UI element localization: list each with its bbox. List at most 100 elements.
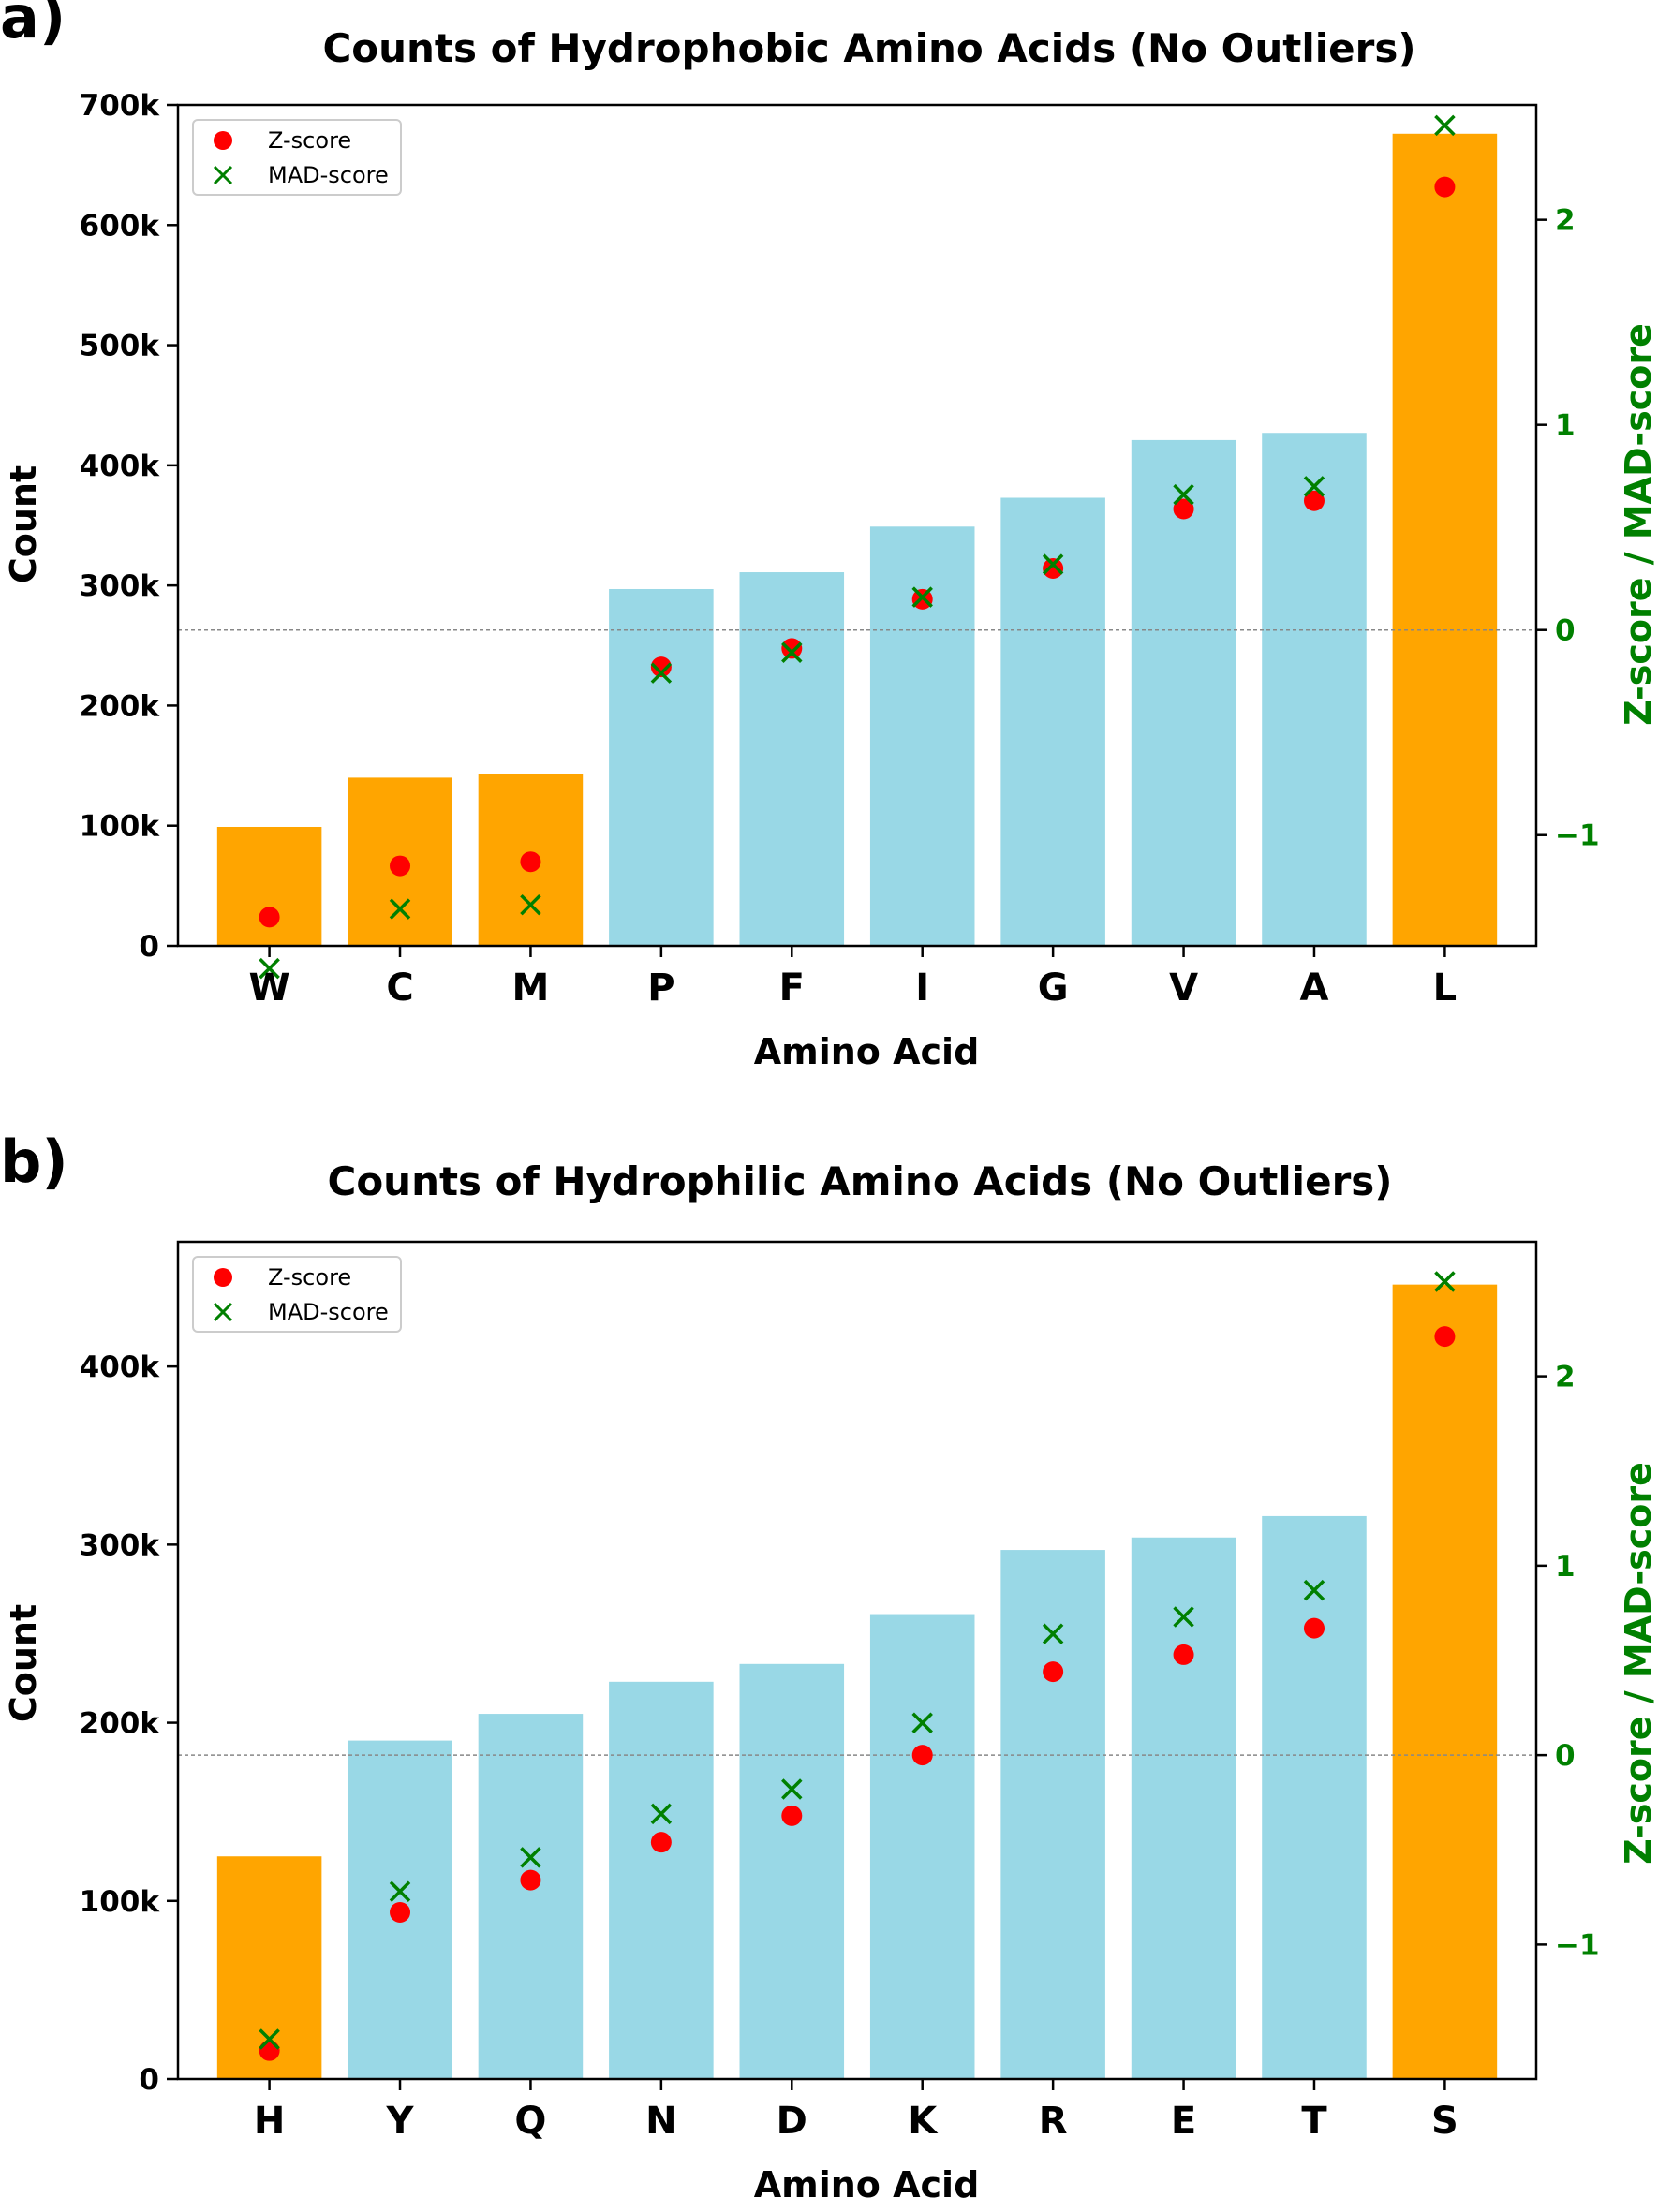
- zscore-point-A: [1303, 490, 1325, 511]
- zscore-point-F: [781, 638, 803, 659]
- madscore-point-R: [1042, 1623, 1064, 1644]
- series-mad-score: [259, 114, 1456, 980]
- bar-W: [216, 826, 322, 946]
- ytick-right-label: 0: [1555, 1739, 1576, 1773]
- xtick-label: T: [1301, 2100, 1327, 2143]
- y-axis-label: Count: [3, 1604, 44, 1722]
- legend-zscore-marker: [214, 1268, 232, 1287]
- ytick-right-label: −1: [1555, 1928, 1600, 1962]
- ytick-label: 100k: [80, 1885, 161, 1919]
- bar-S: [1392, 1284, 1498, 2079]
- madscore-point-M: [520, 893, 541, 916]
- xtick-label: A: [1299, 966, 1328, 1010]
- panel-label: a): [0, 0, 66, 52]
- bar-E: [1131, 1537, 1236, 2079]
- zscore-point-P: [650, 656, 672, 678]
- madscore-point-A: [1303, 476, 1325, 497]
- bars-group: [216, 1284, 1498, 2079]
- zscore-point-G: [1043, 557, 1064, 579]
- legend-zscore-marker: [214, 131, 232, 150]
- madscore-point-L: [1434, 114, 1456, 137]
- zscore-point-T: [1303, 1617, 1325, 1639]
- madscore-point-G: [1042, 553, 1064, 575]
- zscore-point-Y: [390, 1902, 411, 1924]
- xtick-label: E: [1171, 2100, 1196, 2143]
- legend-madscore-marker: [213, 165, 233, 185]
- zscore-point-N: [650, 1832, 672, 1853]
- ytick-label: 0: [139, 930, 159, 964]
- chart-title: Counts of Hydrophobic Amino Acids (No Ou…: [322, 25, 1415, 71]
- series-z-score: [259, 176, 1456, 928]
- bar-P: [609, 588, 714, 946]
- ytick-label: 700k: [80, 89, 161, 123]
- xtick-label: Y: [386, 2100, 415, 2143]
- bar-A: [1262, 433, 1367, 947]
- xtick-label: N: [645, 2100, 676, 2143]
- bar-K: [869, 1614, 975, 2079]
- legend-label: Z-score: [268, 127, 351, 154]
- legend: Z-score MAD-score: [192, 1256, 402, 1333]
- bar-Q: [478, 1714, 584, 2079]
- y-axis-label: Count: [3, 465, 44, 583]
- bars-group: [216, 133, 1498, 947]
- madscore-point-S: [1434, 1271, 1456, 1292]
- zscore-point-Q: [520, 1869, 541, 1891]
- zscore-point-R: [1043, 1661, 1064, 1683]
- ytick-right-label: 2: [1555, 204, 1576, 238]
- xtick-label: G: [1038, 966, 1069, 1010]
- madscore-point-P: [650, 662, 673, 684]
- xtick-label: F: [779, 966, 805, 1010]
- xtick-label: H: [254, 2100, 285, 2143]
- ytick-label: 100k: [80, 810, 161, 844]
- madscore-point-W: [259, 957, 280, 980]
- plot-frame: [176, 1240, 1538, 2081]
- legend-label: MAD-score: [268, 162, 389, 188]
- series-mad-score: [259, 1271, 1456, 2050]
- ytick-label: 500k: [80, 330, 161, 363]
- panel-label: b): [0, 1128, 68, 1196]
- madscore-point-N: [650, 1803, 673, 1825]
- series-z-score: [259, 1326, 1456, 2061]
- madscore-point-K: [911, 1712, 933, 1733]
- xtick-label: Q: [514, 2100, 546, 2143]
- madscore-point-D: [781, 1778, 803, 1800]
- bar-R: [1000, 1550, 1105, 2079]
- legend-box: [192, 1256, 402, 1333]
- ytick-right-label: −1: [1555, 819, 1600, 853]
- madscore-point-E: [1173, 1606, 1194, 1628]
- xtick-label: P: [647, 966, 674, 1010]
- ytick-label: 0: [139, 2063, 159, 2097]
- legend-label: Z-score: [268, 1264, 351, 1290]
- ytick-right-label: 1: [1555, 1550, 1576, 1584]
- madscore-point-V: [1173, 483, 1194, 506]
- ytick-label: 200k: [80, 1707, 161, 1741]
- zscore-point-D: [781, 1805, 803, 1826]
- ytick-label: 400k: [80, 450, 161, 483]
- xtick-label: K: [908, 2100, 939, 2143]
- panel-a: a) Counts of Hydrophobic Amino Acids (No …: [0, 0, 1658, 1072]
- xtick-label: I: [915, 966, 929, 1010]
- zscore-point-M: [520, 851, 541, 873]
- zscore-point-W: [259, 907, 280, 928]
- zscore-point-H: [259, 2040, 280, 2061]
- bar-L: [1392, 133, 1498, 946]
- legend: Z-score MAD-score: [192, 119, 402, 196]
- chart-title: Counts of Hydrophilic Amino Acids (No Ou…: [328, 1158, 1393, 1204]
- ytick-right-label: 2: [1555, 1361, 1576, 1394]
- ytick-right-label: 0: [1555, 614, 1576, 648]
- zscore-point-C: [390, 855, 411, 877]
- madscore-point-I: [911, 586, 933, 608]
- ytick-label: 300k: [80, 569, 161, 603]
- zscore-point-S: [1434, 1326, 1456, 1348]
- ytick-label: 200k: [80, 689, 161, 723]
- xtick-label: M: [512, 966, 550, 1010]
- madscore-point-Q: [520, 1847, 541, 1868]
- xtick-label: C: [386, 966, 413, 1010]
- legend-label: MAD-score: [268, 1299, 389, 1325]
- madscore-point-T: [1303, 1579, 1325, 1601]
- legend-box: [192, 119, 402, 196]
- madscore-point-Y: [389, 1880, 411, 1902]
- zscore-point-V: [1173, 498, 1194, 520]
- x-axis-label: Amino Acid: [754, 1031, 980, 1072]
- madscore-point-H: [259, 2028, 280, 2050]
